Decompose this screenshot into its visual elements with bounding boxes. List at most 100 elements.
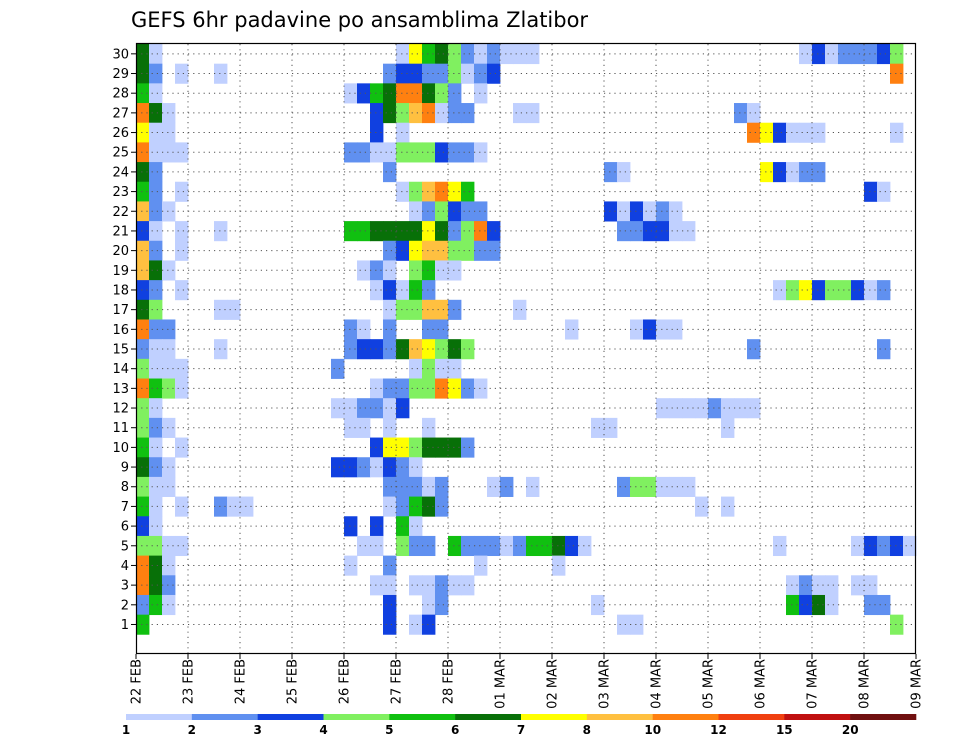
colorbar-swatch [323, 714, 390, 720]
y-tick-label: 7 [121, 500, 129, 515]
precip-cell [422, 496, 436, 517]
precip-cell [474, 555, 488, 576]
x-tick-label: 28 FEB [442, 659, 457, 704]
precip-cell [422, 535, 436, 557]
precip-cell [136, 260, 150, 281]
precip-cell [422, 260, 436, 281]
precip-cell [136, 339, 150, 360]
precip-cell [604, 162, 618, 183]
colorbar: 1 2 3 4 5 6 7 8 10 12 15 20 [122, 714, 917, 737]
precip-cell [383, 437, 397, 458]
precip-cell [851, 575, 865, 596]
precip-cell [617, 221, 631, 242]
precip-cell [370, 103, 384, 124]
colorbar-label: 1 [122, 723, 130, 737]
precip-cell [435, 142, 449, 163]
precip-cell [617, 614, 631, 635]
precip-cell [357, 260, 371, 281]
precip-cell [773, 535, 787, 557]
precip-cell [409, 575, 423, 596]
precip-cell [669, 319, 683, 340]
precip-cell [851, 535, 865, 557]
precip-cell [383, 240, 397, 261]
precip-cell [344, 555, 358, 576]
precip-cell [461, 142, 475, 163]
colorbar-swatch [455, 714, 522, 720]
precip-cell [149, 476, 163, 497]
x-tick-label: 02 MAR [546, 659, 561, 709]
precip-cell [812, 44, 826, 65]
dotted-grid [136, 44, 916, 654]
precip-cell [409, 614, 423, 635]
precip-cell [747, 103, 761, 124]
precip-cell [370, 575, 384, 596]
precip-cell [422, 201, 436, 222]
precip-cell [136, 63, 150, 84]
precip-cell [136, 280, 150, 301]
precip-cell [175, 221, 189, 242]
y-tick-label: 15 [112, 343, 129, 358]
precip-cell [383, 614, 397, 635]
precip-cell [409, 535, 423, 557]
precip-cell [487, 535, 501, 557]
precip-cell [448, 339, 462, 360]
precip-cell [396, 476, 410, 497]
precip-cell [487, 44, 501, 65]
precip-cell [383, 221, 397, 242]
y-tick-label: 12 [112, 402, 129, 417]
precip-cell [591, 417, 605, 438]
y-tick-label: 16 [112, 323, 129, 338]
precip-cell [422, 319, 436, 340]
precip-cell [890, 614, 904, 635]
precip-cell [136, 535, 150, 557]
precip-cell [409, 83, 423, 104]
precip-cell [643, 319, 657, 340]
precip-cell [162, 260, 176, 281]
x-tick-label: 01 MAR [494, 659, 509, 709]
precip-cell [721, 398, 735, 419]
precip-cell [448, 181, 462, 202]
precip-cell [175, 437, 189, 458]
precip-cell [500, 44, 514, 65]
x-tick-label: 27 FEB [390, 659, 405, 704]
precip-cell [786, 594, 800, 616]
colorbar-label: 10 [644, 723, 661, 737]
precip-cell [357, 221, 371, 242]
precip-cell [370, 83, 384, 104]
y-tick-label: 9 [121, 461, 129, 476]
colorbar-label: 5 [385, 723, 393, 737]
precip-cell [669, 221, 683, 242]
precip-cell [162, 535, 176, 557]
y-tick-label: 14 [112, 362, 129, 377]
y-tick-label: 6 [121, 520, 129, 535]
precip-cell [370, 378, 384, 399]
precip-cell [149, 555, 163, 576]
colorbar-label: 12 [710, 723, 727, 737]
precip-cell [747, 398, 761, 419]
x-tick-label: 07 MAR [806, 659, 821, 709]
precip-cell [175, 181, 189, 202]
precip-cell [370, 142, 384, 163]
precip-cell [149, 358, 163, 379]
precip-cell [409, 378, 423, 399]
precip-cell [851, 44, 865, 65]
precip-cell [214, 496, 228, 517]
precip-cell [149, 575, 163, 596]
y-tick-label: 8 [121, 480, 129, 495]
precip-cell [136, 162, 150, 183]
precip-cell [656, 221, 670, 242]
precip-cell [396, 299, 410, 320]
y-tick-label: 11 [112, 421, 129, 436]
precip-cell [812, 575, 826, 596]
precip-cell [656, 201, 670, 222]
precip-cell [383, 142, 397, 163]
precip-cell [227, 299, 241, 320]
precip-cell [383, 319, 397, 340]
precip-cell [357, 83, 371, 104]
precip-cell [357, 142, 371, 163]
x-tick-label: 24 FEB [234, 659, 249, 704]
colorbar-swatch [718, 714, 785, 720]
precip-cell [682, 476, 696, 497]
precip-cell [539, 535, 553, 557]
